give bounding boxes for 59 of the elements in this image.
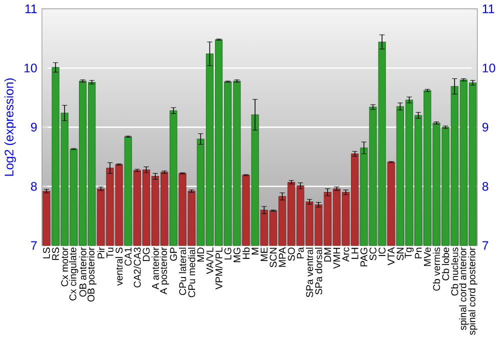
x-tick-label: LS (43, 247, 50, 258)
x-tick-label: Pn (414, 248, 422, 258)
y-tick-label: 7 (31, 241, 37, 250)
x-tick-label: Cb nucleus (451, 247, 458, 296)
x-tick-label: A posterior (160, 247, 169, 294)
x-tick-label: Cb lobe (442, 247, 450, 280)
x-tick-label: spinal cord anterior (459, 247, 468, 330)
x-tick-label: Tg (404, 248, 414, 258)
x-tick-label: OB anterior (79, 247, 86, 296)
y-axis-title: Log2 (expression) (4, 78, 16, 176)
y2-tick-label: 7 (482, 241, 488, 250)
x-tick-label: Pir (97, 247, 104, 258)
y-tick-label: 11 (25, 4, 37, 13)
y2-tick-label: 11 (482, 4, 494, 13)
x-tick-label: VTA (388, 246, 394, 266)
x-tick-label: Cb vermis (432, 247, 440, 290)
x-tick-label: SPa dorsal (314, 248, 322, 294)
x-tick-label: SO (288, 247, 295, 261)
x-tick-label: Cx cingulate (69, 247, 78, 300)
x-tick-label: spinal cord posterior (468, 247, 478, 335)
x-tick-label: SC (370, 247, 376, 260)
x-tick-label: MVe (424, 247, 431, 266)
x-tick-label: LH (351, 248, 358, 259)
x-tick-label: SN (396, 248, 404, 260)
y2-tick-label: 10 (482, 63, 496, 72)
x-tick-label: VMH (333, 248, 340, 269)
y-tick-label: 10 (24, 63, 37, 72)
x-tick-label: LG (224, 248, 232, 260)
x-tick-label: VPM/VPL (215, 247, 222, 290)
x-tick-label: MPA (278, 246, 286, 267)
x-tick-label: M (252, 248, 258, 254)
x-tick-label: Arc (342, 247, 350, 262)
x-tick-label: Tu (106, 248, 114, 258)
x-tick-label: DG (142, 248, 150, 261)
x-tick-label: PAG (360, 248, 368, 266)
x-tick-label: OB posterior (87, 247, 96, 302)
x-tick-label: VA/VL (206, 247, 214, 274)
x-tick-label: Pa (297, 246, 304, 258)
x-tick-label: MG (233, 248, 240, 262)
y-tick-label: 8 (30, 182, 37, 191)
x-tick-label: DM (324, 248, 331, 262)
y-tick-label: 9 (31, 122, 37, 132)
x-tick-label: ventral S (115, 247, 123, 286)
x-tick-label: A anterior (152, 247, 159, 290)
y2-tick-label: 8 (482, 182, 488, 191)
x-tick-label: MD (197, 247, 204, 262)
x-tick-label: Cx motor (61, 247, 68, 286)
x-tick-label: Hb (242, 247, 250, 259)
x-tick-label: RS (52, 247, 60, 260)
x-tick-label: CA2/CA3 (134, 247, 141, 288)
y2-tick-label: 9 (482, 122, 488, 132)
x-tick-label: CPu medial (188, 248, 196, 297)
x-tick-label: SCN (270, 248, 277, 268)
x-tick-label: ME (260, 247, 268, 261)
x-tick-label: CA1 (124, 247, 132, 266)
x-tick-label: IC (378, 247, 386, 256)
x-tick-label: SPa ventral (306, 248, 314, 298)
x-tick-label: GP (170, 247, 177, 261)
x-tick-label: CPu lateral (178, 248, 186, 295)
